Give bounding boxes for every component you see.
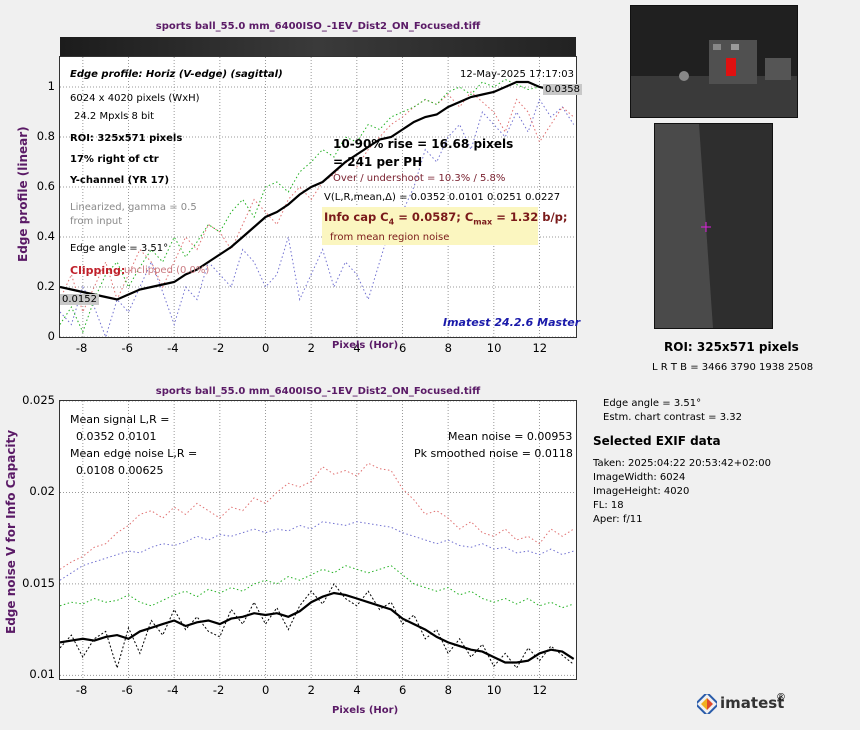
bottom-chart-series-line-2 [60,583,575,670]
roi-size-text: ROI: 325x571 pixels [664,340,799,354]
top-chart-plot [59,56,577,338]
bottom-chart-series-line-4 [60,565,574,609]
top-chart-x-tick-label: -8 [75,341,88,355]
top-chart-series-line-4 [60,98,575,337]
top-chart-ylabel: Edge profile (linear) [16,126,30,262]
top-chart-y-tick-label: 0 [47,329,55,343]
vlr-text: V(L,R,mean,Δ) = 0.0352 0.0101 0.0251 0.0… [324,192,561,203]
bottom-chart-x-tick-label: 2 [307,683,315,697]
mpxls: 24.2 Mpxls 8 bit [74,111,155,122]
imatest-logo: imatest ® [697,692,797,716]
bottom-chart-series-line-5 [60,521,574,581]
bottom-chart-x-tick-label: 12 [532,683,548,697]
channel-text: Y-channel (YR 17) [70,175,170,186]
top-chart-x-tick-label: 4 [353,341,361,355]
bottom-chart-ylabel: Edge noise V for Info Capacity [4,429,18,634]
info-capacity-box [322,207,538,245]
top-chart-series-line-2 [60,78,574,334]
top-chart-x-tick-label: -4 [167,341,179,355]
top-chart-y-tick-label: 0.2 [36,279,55,293]
bottom-chart-y-tick-label: 0.01 [29,667,55,682]
top-chart-x-tick-label: 0 [261,341,270,355]
top-chart-x-tick-label: -6 [121,341,133,355]
bottom-chart-plot [59,400,577,680]
top-chart-y-tick-label: 0.4 [36,229,55,243]
mean-signal-label: Mean signal L,R = [70,413,170,426]
rise-text: 10-90% rise = 16.68 pixels [333,137,514,151]
pk-smoothed-noise-text: Pk smoothed noise = 0.0118 [414,447,573,460]
top-chart-x-tick-label: 12 [532,341,548,355]
mean-edge-noise-value: 0.0108 0.00625 [76,464,164,477]
chart-contrast: Estm. chart contrast = 3.32 [603,412,742,423]
roi-crop-image [654,123,773,329]
top-chart-y-tick-label: 0.6 [36,179,55,193]
top-chart-x-tick-label: 6 [398,341,407,355]
top-chart-title: sports ball_55.0 mm_6400ISO_-1EV_Dist2_O… [155,21,481,32]
imatest-logo-icon [697,694,717,714]
info-capacity-text: Info cap C4 = 0.0587; Cmax = 1.32 b/p; [324,210,568,227]
per-ph-text: = 241 per PH [333,155,423,169]
top-chart-series-line-1 [60,80,575,301]
exif-item: ImageWidth: 6024 [593,472,686,483]
bottom-chart-svg [60,401,576,679]
top-chart-series-line-3 [60,91,575,314]
top-chart-x-tick-label: -2 [212,341,225,355]
top-chart-x-tick-label: 2 [307,341,315,355]
bottom-chart-x-tick-label: -8 [75,683,88,697]
exif-item: Aper: f/11 [593,514,643,525]
top-chart-x-tick-label: 10 [486,341,502,355]
bottom-chart-y-tick-label: 0.02 [29,484,55,499]
mean-noise-text: Mean noise = 0.00953 [448,430,573,443]
bottom-chart-x-tick-label: 10 [486,683,502,697]
bottom-chart-xlabel: Pixels (Hor) [332,705,399,716]
top-chart-xlabel: Pixels (Hor) [332,340,399,351]
image-size: 6024 x 4020 pixels (WxH) [70,93,200,104]
bottom-chart-series-line-1 [60,591,575,664]
bottom-chart-x-tick-label: -4 [167,683,179,697]
linearized-text: Linearized, gamma = 0.5 [70,202,197,213]
bottom-chart-y-tick-label: 0.025 [22,393,55,407]
bottom-chart-x-tick-label: -6 [121,683,133,697]
bottom-chart-x-tick-label: 4 [353,683,361,697]
position-text: 17% right of ctr [70,154,159,165]
edge-angle-text: Edge angle = 3.51° [70,243,169,254]
linearized-from: from input [70,216,123,227]
bottom-chart-x-tick-label: -2 [212,683,225,697]
chart-date: 12-May-2025 17:17:03 [460,69,574,80]
roi-crop-svg [655,124,713,328]
mean-edge-noise-label: Mean edge noise L,R = [70,447,198,460]
top-chart-y-tick-label: 0.8 [36,129,55,143]
top-chart-y-tick-label: 1 [47,79,55,93]
exif-item: ImageHeight: 4020 [593,486,690,497]
thumbnail-svg [631,6,797,117]
mean-signal-value: 0.0352 0.0101 [76,430,157,443]
bottom-chart-title: sports ball_55.0 mm_6400ISO_-1EV_Dist2_O… [155,386,481,397]
value-box-low: 0.0152 [60,294,99,305]
exif-item: FL: 18 [593,500,624,511]
top-chart-banner [60,37,576,57]
bottom-chart-y-tick-label: 0.015 [22,575,55,590]
value-box-high: 0.0358 [543,84,582,95]
clipping-value: unclipped (0.0%) [124,265,210,276]
clipping-label: Clipping: [70,264,126,277]
info-capacity-note: from mean region noise [330,232,450,243]
top-chart-x-tick-label: 8 [444,341,452,355]
registered-mark: ® [776,692,786,703]
right-edge-angle: Edge angle = 3.51° [603,398,702,409]
version-text: Imatest 24.2.6 Master [443,316,581,329]
exif-title: Selected EXIF data [593,434,721,448]
bottom-chart-x-tick-label: 6 [398,683,407,697]
roi-lrtb-text: L R T B = 3466 3790 1938 2508 [652,362,814,373]
roi-text: ROI: 325x571 pixels [70,133,183,144]
exif-item: Taken: 2025:04:22 20:53:42+02:00 [593,458,771,469]
bottom-chart-series-line-3 [60,462,574,570]
bottom-chart-x-tick-label: 8 [444,683,452,697]
edge-profile-heading: Edge profile: Horiz (V-edge) (sagittal) [70,69,283,80]
overshoot-text: Over / undershoot = 10.3% / 5.8% [333,173,506,184]
thumbnail-image [630,5,798,118]
bottom-chart-x-tick-label: 0 [261,683,270,697]
imatest-logo-text: imatest [720,694,785,712]
